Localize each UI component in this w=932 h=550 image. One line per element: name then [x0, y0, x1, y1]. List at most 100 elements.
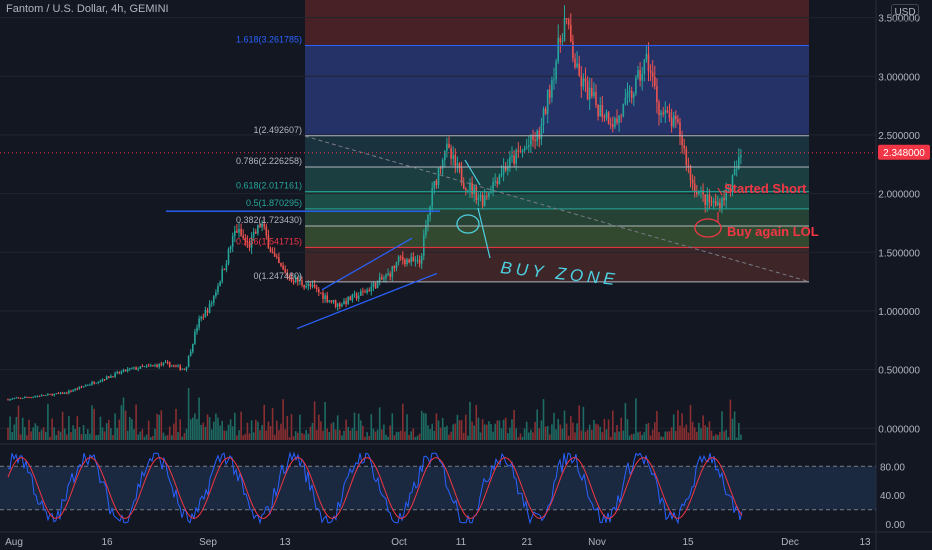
volume-bar	[534, 421, 536, 440]
candle-body	[13, 398, 16, 400]
candle-body	[641, 73, 643, 81]
candle-body	[84, 385, 87, 387]
stoch-tick-label: 0.00	[886, 520, 906, 531]
volume-bar	[202, 422, 205, 440]
candle-body	[612, 124, 614, 127]
candle-body	[410, 257, 412, 263]
volume-bar	[240, 411, 242, 440]
candle-body	[143, 366, 146, 368]
volume-bar	[74, 428, 76, 440]
candle-body	[391, 266, 394, 277]
volume-bar	[353, 412, 356, 440]
volume-bar	[290, 414, 293, 440]
volume-bar	[725, 429, 727, 440]
volume-bar	[59, 431, 62, 440]
volume-bar	[51, 418, 53, 440]
candle-body	[685, 148, 688, 165]
volume-bar	[557, 418, 559, 440]
candle-body	[351, 294, 354, 301]
candle-body	[110, 376, 112, 378]
annotation-started-short: Started Short	[724, 181, 807, 196]
candle-body	[651, 72, 654, 77]
candle-body	[588, 87, 591, 100]
volume-bar	[13, 424, 16, 440]
candle-body	[347, 296, 349, 304]
candle-body	[708, 194, 711, 203]
candle-body	[336, 303, 339, 307]
volume-bar	[483, 424, 486, 440]
candle-body	[276, 256, 278, 258]
symbol-title: Fantom / U.S. Dollar, 4h, GEMINI	[6, 3, 169, 15]
candle-body	[658, 102, 660, 116]
candle-body	[523, 147, 526, 151]
candle-body	[89, 384, 91, 386]
fib-level-label: 0(1.247480)	[253, 271, 302, 281]
volume-bar	[147, 420, 150, 440]
candle-body	[156, 365, 158, 367]
volume-bar	[265, 430, 268, 440]
currency-button[interactable]: USD	[891, 4, 919, 21]
candle-body	[630, 90, 633, 98]
candle-body	[496, 181, 499, 184]
price-tick-label: 2.500000	[878, 131, 920, 142]
volume-bar	[412, 428, 415, 440]
price-tick-label: 2.000000	[878, 190, 920, 201]
candle-body	[353, 293, 356, 295]
candle-body	[177, 365, 179, 367]
candle-body	[385, 274, 387, 279]
volume-bar	[160, 410, 163, 440]
volume-bar	[118, 419, 121, 440]
volume-bar	[97, 434, 100, 440]
volume-bar	[408, 434, 410, 440]
candle-body	[441, 159, 444, 169]
candle-body	[334, 300, 337, 307]
volume-bar	[66, 434, 68, 440]
candle-body	[425, 225, 427, 236]
candle-body	[280, 263, 282, 266]
volume-bar	[187, 388, 190, 440]
volume-bar	[135, 404, 137, 440]
volume-bar	[156, 413, 158, 440]
volume-bar	[549, 434, 551, 440]
candle-body	[198, 318, 200, 328]
volume-bar	[32, 427, 34, 440]
candle-body	[307, 283, 310, 287]
candle-body	[607, 112, 610, 125]
volume-bar	[236, 435, 238, 440]
volume-bar	[263, 404, 265, 440]
candle-body	[402, 256, 404, 260]
volume-bar	[273, 434, 276, 440]
volume-bar	[721, 411, 723, 440]
volume-bar	[26, 435, 28, 440]
volume-bar	[40, 429, 43, 440]
volume-bar	[242, 435, 244, 440]
volume-bar	[580, 430, 583, 440]
fib-zone-top	[305, 0, 809, 46]
candle-body	[238, 228, 240, 233]
volume-bar	[349, 430, 352, 440]
candle-body	[194, 331, 196, 345]
candle-body	[740, 155, 742, 157]
candle-body	[261, 223, 263, 228]
volume-bar	[723, 431, 725, 440]
candle-body	[469, 182, 471, 190]
candle-body	[704, 194, 706, 205]
volume-bar	[122, 397, 125, 440]
candle-body	[160, 363, 163, 365]
candle-body	[183, 369, 186, 370]
volume-bar	[691, 421, 694, 440]
fib-level-label: 0.236(1.541715)	[236, 236, 302, 246]
candle-body	[727, 188, 730, 189]
volume-bar	[261, 425, 263, 440]
volume-bar	[448, 434, 450, 440]
fib-level-label: 0.382(1.723430)	[236, 215, 302, 225]
volume-bar	[666, 431, 669, 440]
volume-bar	[246, 422, 249, 440]
volume-bar	[574, 432, 576, 440]
volume-bar	[444, 427, 446, 440]
time-tick-label: 11	[456, 537, 467, 548]
candle-body	[710, 202, 713, 203]
candle-body	[150, 365, 152, 367]
candle-body	[181, 369, 184, 370]
